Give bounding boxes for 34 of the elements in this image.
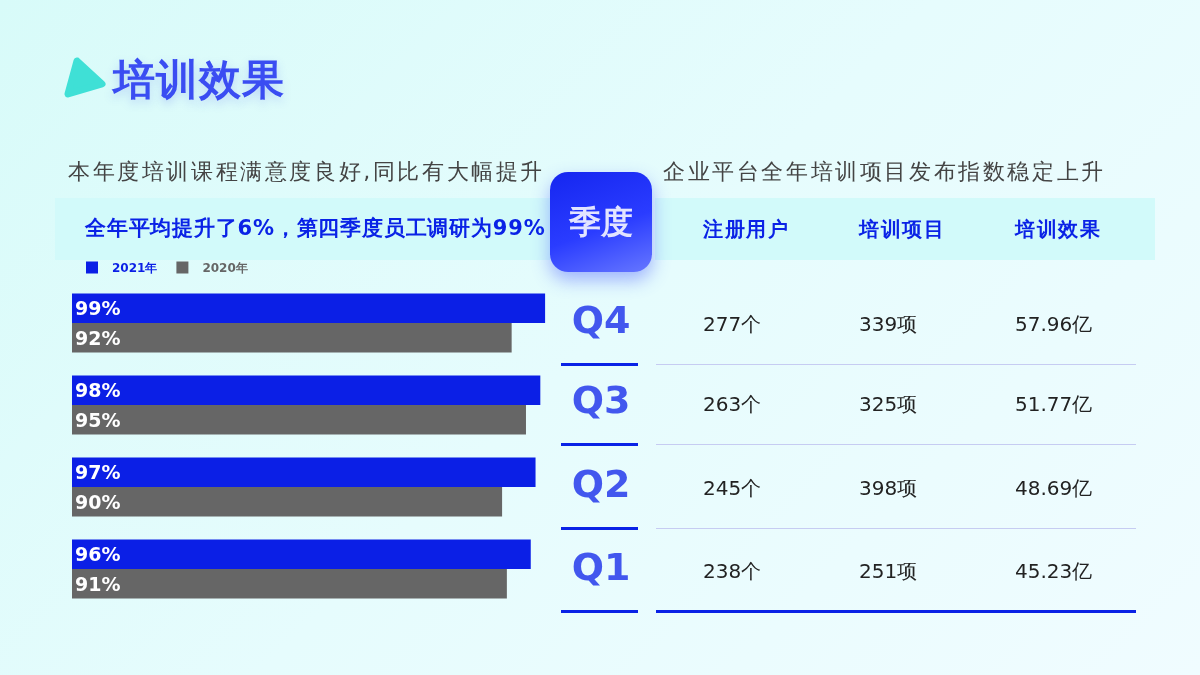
chart-title: 培训效果 [113,54,285,105]
text: 57.96亿 [1015,311,1093,336]
legend-label: 2020年 [202,261,248,276]
text: 398项 [859,475,918,500]
text: Q3 [571,378,631,423]
text: 263个 [703,391,762,416]
text: Q1 [571,545,631,590]
data-label: 90% [75,490,121,513]
text: 339项 [859,311,918,336]
data-label: 92% [75,326,121,349]
text: Q2 [571,462,631,507]
text: 全年平均提升了6%，第四季度员工调研为99% [85,215,546,241]
text: 注册用户 [703,216,789,241]
data-label: 95% [75,408,121,431]
text: 277个 [703,311,762,336]
data-label: 97% [75,461,121,484]
text: 培训项目 [859,216,945,241]
text: 238个 [703,558,762,583]
text: 251项 [859,558,918,583]
data-label: 91% [75,572,121,595]
data-label: 98% [75,379,121,402]
data-label: 96% [75,543,121,566]
text: 季度 [569,202,633,241]
legend-label: 2021年 [112,261,158,276]
data-label: 99% [75,297,121,320]
text: 45.23亿 [1015,558,1093,583]
text: 245个 [703,475,762,500]
text: Q4 [571,298,631,343]
chart-subtitle: 本年度培训课程满意度良好,同比有大幅提升 [68,159,545,185]
text: 企业平台全年培训项目发布指数稳定上升 [663,159,1106,185]
text: 培训效果 [1015,216,1101,241]
text: 51.77亿 [1015,391,1093,416]
text: 48.69亿 [1015,475,1093,500]
text: 325项 [859,391,918,416]
